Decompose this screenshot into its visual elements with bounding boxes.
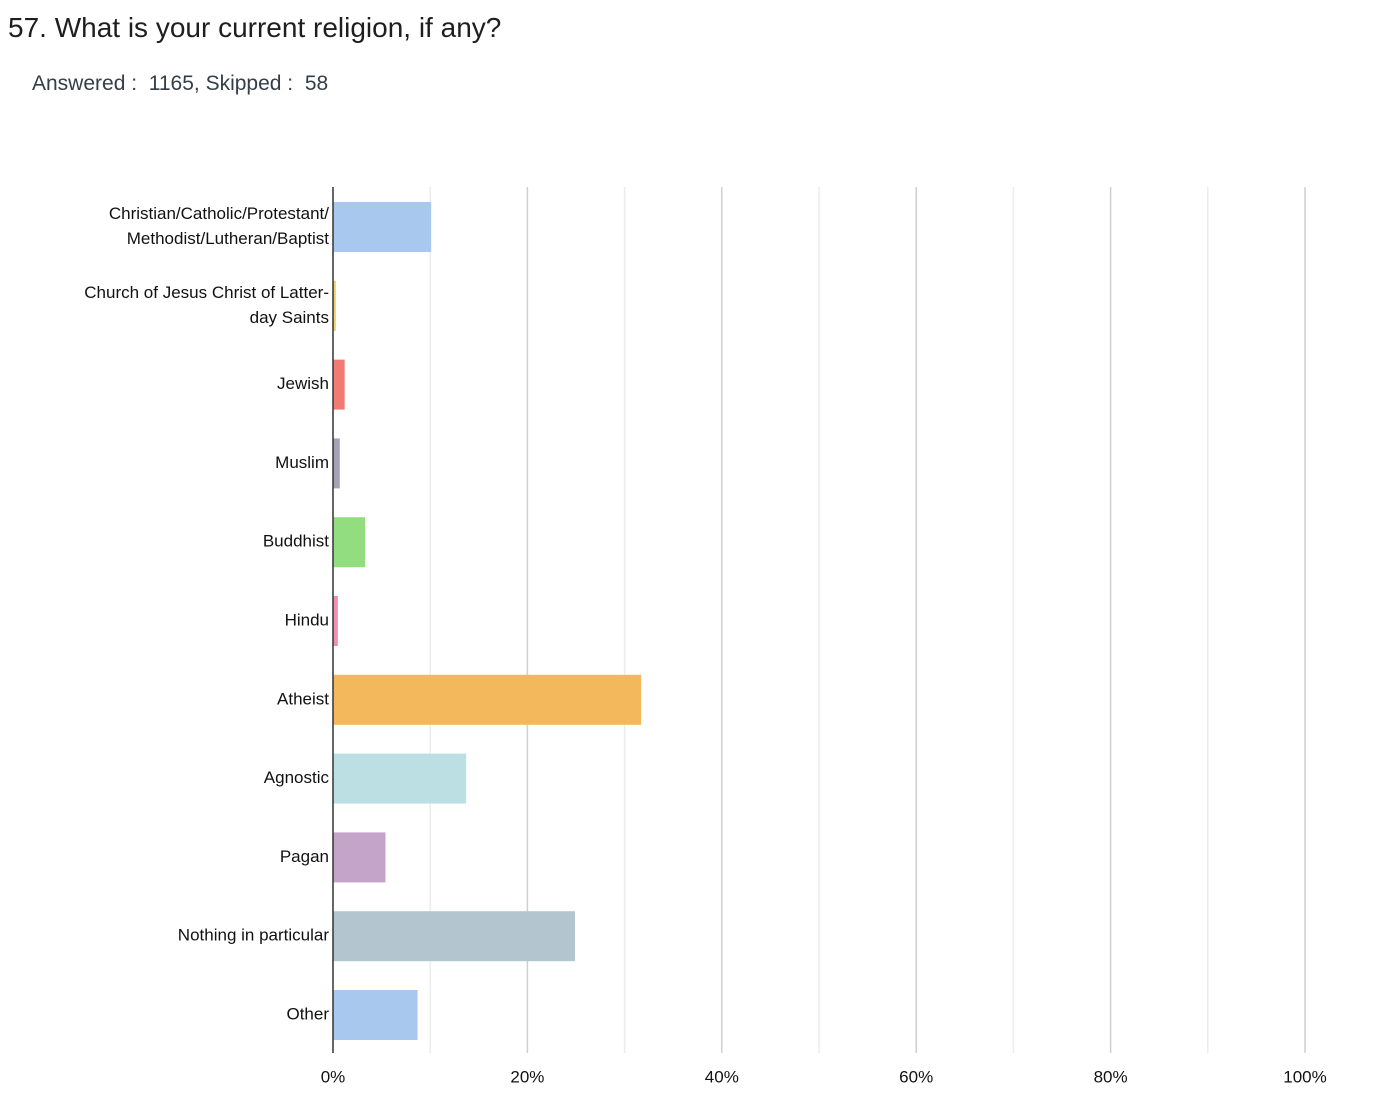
- category-label: Pagan: [280, 847, 329, 866]
- category-label: Nothing in particular: [178, 926, 330, 945]
- bar[interactable]: [333, 280, 336, 331]
- skipped-count: 58: [304, 72, 329, 95]
- category-label: Atheist: [277, 689, 329, 708]
- bar[interactable]: [333, 438, 340, 489]
- category-label: Agnostic: [264, 768, 330, 787]
- category-label: Christian/Catholic/Protestant/: [109, 204, 329, 223]
- category-label: Buddhist: [263, 532, 329, 551]
- category-label: Muslim: [275, 453, 329, 472]
- answered-label: Answered :: [32, 72, 138, 95]
- response-stats: Answered : 1165, Skipped : 58: [32, 72, 329, 95]
- question-title: 57. What is your current religion, if an…: [8, 12, 502, 43]
- category-label: Hindu: [285, 610, 329, 629]
- bar[interactable]: [333, 674, 642, 725]
- bar[interactable]: [333, 990, 418, 1040]
- category-label: Jewish: [277, 374, 329, 393]
- x-tick-label: 60%: [899, 1067, 933, 1086]
- x-tick-label: 20%: [510, 1067, 544, 1086]
- bar[interactable]: [333, 359, 345, 410]
- category-label: Church of Jesus Christ of Latter-: [84, 283, 329, 302]
- x-tick-label: 40%: [705, 1067, 739, 1086]
- bar[interactable]: [333, 832, 386, 883]
- bar[interactable]: [333, 596, 338, 646]
- x-tick-label: 80%: [1094, 1067, 1128, 1086]
- skipped-label: Skipped :: [205, 72, 294, 95]
- answered-count: 1165: [148, 72, 194, 95]
- category-label: day Saints: [250, 308, 329, 327]
- bar[interactable]: [333, 753, 467, 804]
- x-tick-label: 0%: [321, 1067, 346, 1086]
- category-label: Other: [286, 1004, 329, 1023]
- bar[interactable]: [333, 517, 366, 568]
- x-tick-label: 100%: [1283, 1067, 1326, 1086]
- bar[interactable]: [333, 911, 576, 962]
- category-label: Methodist/Lutheran/Baptist: [127, 229, 330, 248]
- bar[interactable]: [333, 202, 432, 252]
